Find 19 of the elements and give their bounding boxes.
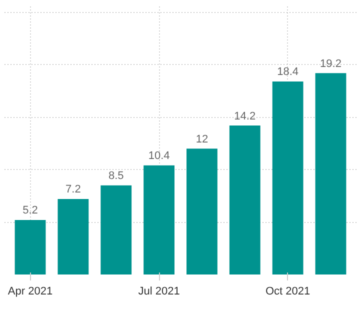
data-label: 7.2 xyxy=(66,184,81,196)
data-label: 18.4 xyxy=(277,66,299,78)
bar xyxy=(229,126,260,274)
x-tick-label: Oct 2021 xyxy=(265,286,310,298)
bar xyxy=(272,81,304,274)
x-tick-label: Jul 2021 xyxy=(138,286,180,298)
bar xyxy=(58,198,89,274)
data-label: 5.2 xyxy=(22,204,38,217)
data-label: 12 xyxy=(196,133,208,146)
bar xyxy=(186,148,218,274)
bar xyxy=(315,73,346,274)
data-label: 10.4 xyxy=(148,150,170,162)
x-tick-label: Apr 2021 xyxy=(8,286,53,298)
data-label: 8.5 xyxy=(108,170,124,182)
data-label: 14.2 xyxy=(234,110,256,122)
data-label: 19.2 xyxy=(320,58,342,70)
bar xyxy=(100,185,132,274)
bar xyxy=(14,220,46,274)
bar xyxy=(144,165,174,274)
